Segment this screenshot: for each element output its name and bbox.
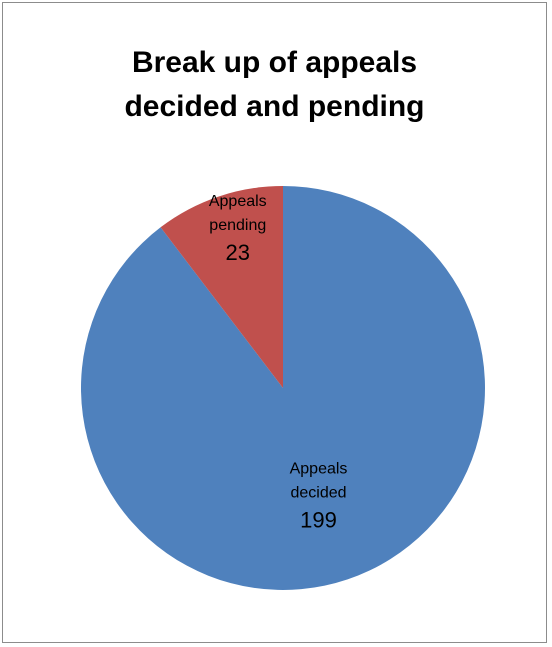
pie-slice-appeals-pending: [160, 186, 283, 388]
chart-title-line-2: decided and pending: [124, 90, 425, 123]
slice-category-label: Appeals: [290, 460, 348, 477]
slice-value-label: 23: [226, 240, 250, 265]
slice-category-label: Appeals: [209, 193, 267, 210]
slice-data-label: Appeals decided 199: [290, 460, 348, 532]
slice-data-label: Appeals pending 23: [209, 193, 267, 265]
slice-category-label: decided: [291, 484, 347, 501]
slice-category-label: pending: [209, 217, 266, 234]
chart-title: Break up of appeals decided and pending: [3, 41, 546, 129]
chart-title-line-1: Break up of appeals: [131, 46, 418, 79]
slice-value-label: 199: [300, 507, 337, 532]
